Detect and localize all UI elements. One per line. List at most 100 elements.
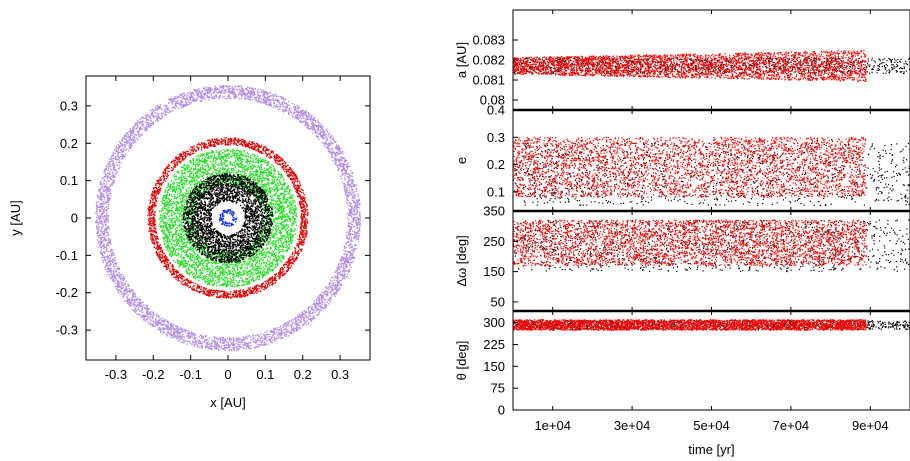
ring-0-point: [298, 108, 299, 109]
ring-0-point: [246, 98, 247, 99]
ring-0-point: [187, 98, 188, 99]
ring-0-point: [156, 106, 157, 107]
ring-0-point: [266, 336, 267, 337]
ring-0-point: [353, 251, 354, 252]
ring-0-point: [347, 251, 348, 252]
ring-0-point: [357, 194, 358, 195]
ring-0-point: [348, 223, 349, 224]
ring-0-point: [320, 131, 321, 132]
ring-0-point: [103, 218, 104, 219]
ring-0-point: [128, 286, 129, 287]
ring-0-point: [194, 333, 195, 334]
ring-0-point: [139, 299, 140, 300]
ring-0-point: [122, 292, 123, 293]
ring-0-point: [97, 195, 98, 196]
ring-0-point: [179, 339, 180, 340]
ring-0-point: [330, 279, 331, 280]
ring-0-point: [298, 316, 299, 317]
ring-0-point: [348, 181, 349, 182]
ring-0-point: [294, 330, 295, 331]
ring-0-point: [254, 88, 255, 89]
ring-0-point: [343, 271, 344, 272]
ring-0-point: [97, 213, 98, 214]
ring-0-point: [198, 343, 199, 344]
ring-0-point: [119, 282, 120, 283]
ring-0-point: [294, 116, 295, 117]
ring-0-point: [184, 336, 185, 337]
ring-0-point: [118, 158, 119, 159]
ring-0-point: [168, 326, 169, 327]
ring-0-point: [346, 188, 347, 189]
ring-0-point: [216, 344, 217, 345]
ring-0-point: [310, 316, 311, 317]
ring-0-point: [224, 96, 225, 97]
ring-0-point: [237, 346, 238, 347]
ring-0-point: [150, 115, 151, 116]
ring-0-point: [227, 87, 228, 88]
ring-0-point: [264, 341, 265, 342]
ring-0-point: [240, 346, 241, 347]
ring-0-point: [288, 325, 289, 326]
ring-0-point: [137, 120, 138, 121]
ring-0-point: [123, 278, 124, 279]
ring-0-point: [280, 97, 281, 98]
ring-0-point: [112, 173, 113, 174]
ring-0-point: [294, 104, 295, 105]
ring-0-point: [124, 294, 125, 295]
ring-0-point: [325, 134, 326, 135]
ring-0-point: [342, 181, 343, 182]
ring-0-point: [115, 171, 116, 172]
ring-0-point: [318, 122, 319, 123]
ring-0-point: [162, 331, 163, 332]
ring-0-point: [123, 276, 124, 277]
ring-0-point: [166, 326, 167, 327]
ring-0-point: [205, 347, 206, 348]
ring-0-point: [318, 300, 319, 301]
ring-0-point: [193, 97, 194, 98]
ring-0-point: [357, 217, 358, 218]
ring-0-point: [156, 316, 157, 317]
ring-0-point: [239, 90, 240, 91]
ring-0-point: [331, 142, 332, 143]
ring-0-point: [358, 221, 359, 222]
ring-0-point: [108, 165, 109, 166]
ring-0-point: [347, 166, 348, 167]
ring-0-point: [302, 110, 303, 111]
ring-0-point: [271, 337, 272, 338]
ring-0-point: [238, 88, 239, 89]
ring-0-point: [347, 238, 348, 239]
ring-0-point: [349, 225, 350, 226]
ring-0-point: [117, 153, 118, 154]
ring-0-point: [335, 148, 336, 149]
ring-0-point: [207, 347, 208, 348]
ring-0-point: [269, 338, 270, 339]
ring-0-point: [103, 248, 104, 249]
ring-0-point: [300, 110, 301, 111]
ring-0-point: [250, 336, 251, 337]
ring-0-point: [96, 208, 97, 209]
ring-0-point: [241, 95, 242, 96]
ring-0-point: [337, 282, 338, 283]
ring-0-point: [228, 92, 229, 93]
ring-0-point: [347, 213, 348, 214]
ring-0-point: [125, 282, 126, 283]
ring-0-point: [134, 137, 135, 138]
ring-0-point: [338, 169, 339, 170]
ring-0-point: [346, 202, 347, 203]
ring-0-point: [305, 312, 306, 313]
ring-0-point: [234, 92, 235, 93]
ring-0-point: [131, 297, 132, 298]
ring-0-point: [106, 218, 107, 219]
ring-0-point: [97, 232, 98, 233]
ring-0-point: [299, 325, 300, 326]
ring-0-point: [233, 343, 234, 344]
ring-0-point: [211, 340, 212, 341]
ring-0-point: [290, 111, 291, 112]
ring-0-point: [192, 92, 193, 93]
ring-0-point: [308, 308, 309, 309]
ring-0-point: [325, 136, 326, 137]
ring-0-point: [212, 96, 213, 97]
ring-0-point: [132, 129, 133, 130]
ring-0-point: [107, 175, 108, 176]
ring-0-point: [99, 221, 100, 222]
